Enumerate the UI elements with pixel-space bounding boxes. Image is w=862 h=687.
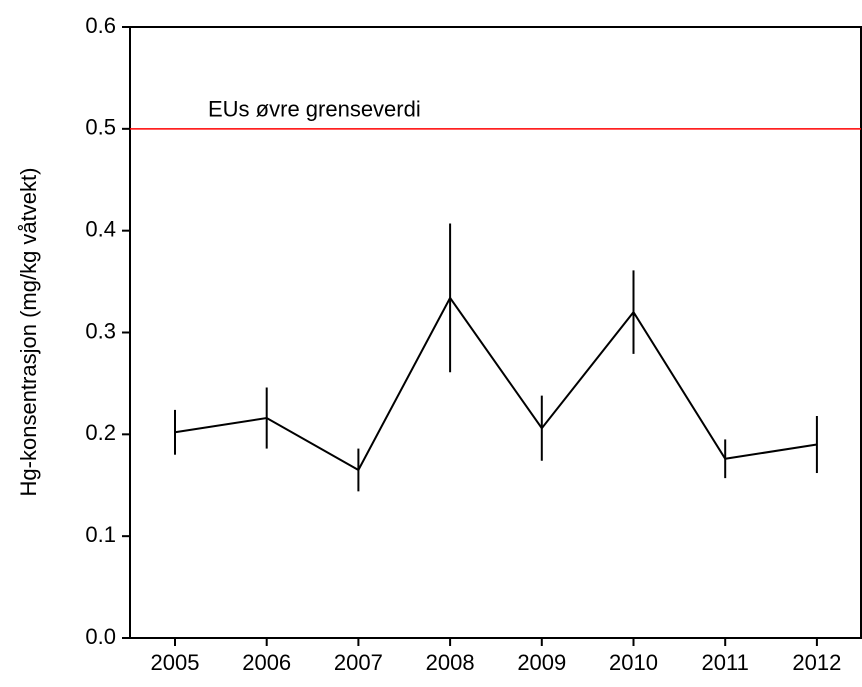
reference-label: EUs øvre grenseverdi (208, 97, 421, 122)
x-tick-label: 2012 (792, 650, 841, 675)
x-tick-label: 2008 (426, 650, 475, 675)
y-tick-label: 0.2 (85, 420, 116, 445)
y-tick-label: 0.4 (85, 216, 116, 241)
x-tick-label: 2006 (242, 650, 291, 675)
y-axis-label: Hg-konsentrasjon (mg/kg våtvekt) (16, 168, 41, 497)
y-tick-label: 0.3 (85, 318, 116, 343)
x-tick-label: 2007 (334, 650, 383, 675)
x-tick-label: 2005 (151, 650, 200, 675)
x-tick-label: 2009 (517, 650, 566, 675)
y-tick-label: 0.6 (85, 13, 116, 38)
y-tick-label: 0.1 (85, 522, 116, 547)
data-line (174, 295, 818, 472)
x-tick-label: 2011 (702, 650, 749, 675)
y-tick-label: 0.5 (85, 115, 116, 140)
y-tick-label: 0.0 (85, 624, 116, 649)
x-tick-label: 2010 (609, 650, 658, 675)
